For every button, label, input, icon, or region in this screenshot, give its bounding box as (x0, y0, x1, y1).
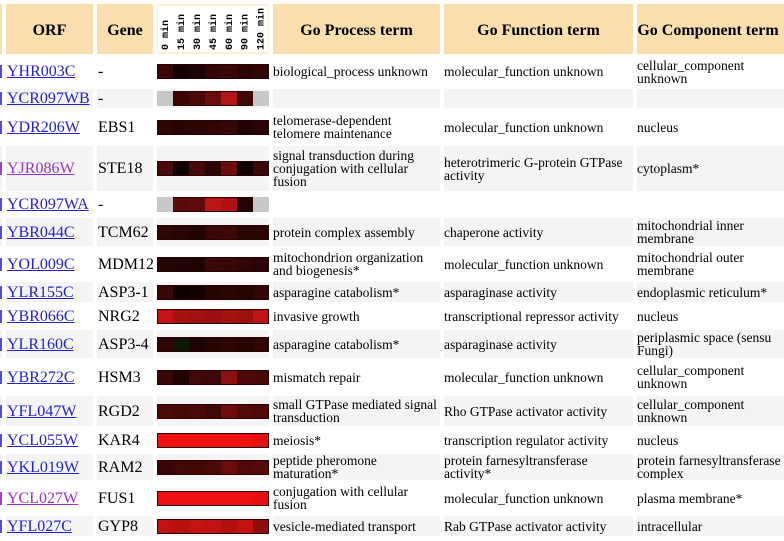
svg-text:60 min: 60 min (224, 14, 236, 50)
svg-text:15 min: 15 min (176, 14, 188, 50)
svg-text:0 min: 0 min (160, 20, 172, 50)
svg-text:120 min: 120 min (256, 8, 268, 50)
svg-text:90 min: 90 min (240, 14, 252, 50)
svg-text:30 min: 30 min (192, 14, 204, 50)
svg-text:45 min: 45 min (208, 14, 220, 50)
